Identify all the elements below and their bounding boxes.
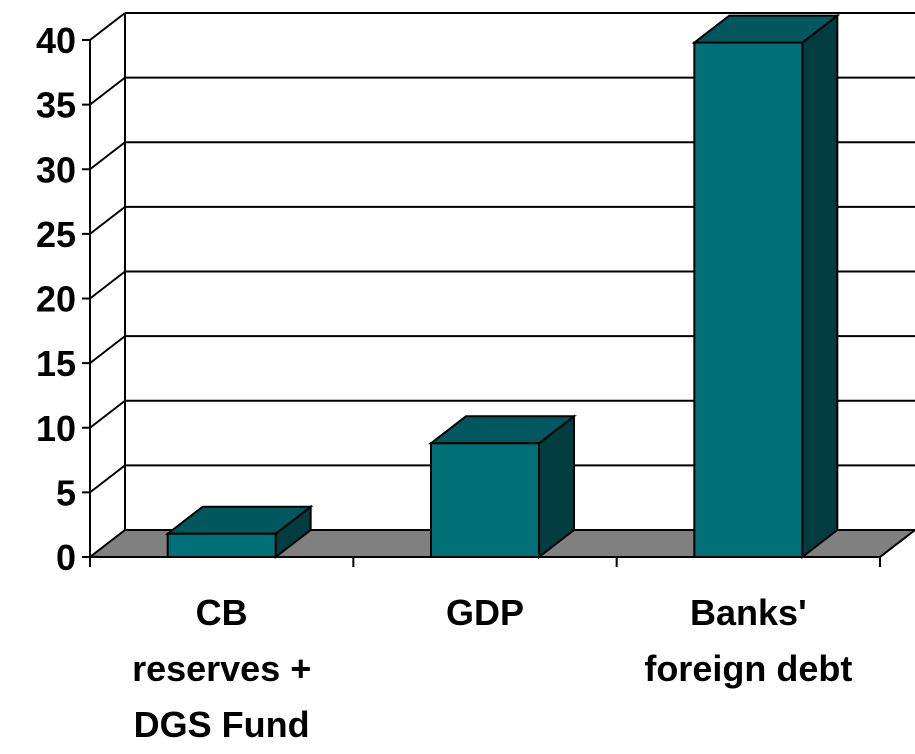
x-category-label-line: GDP [446, 592, 524, 633]
bar-side [801, 13, 839, 560]
x-category-label-line: Banks' [690, 592, 807, 633]
x-category-label-line: CB [196, 592, 248, 633]
gridline-side [89, 464, 126, 494]
gridline-side [89, 76, 126, 106]
gridline-side [89, 141, 126, 171]
bar-front [693, 41, 804, 558]
x-category-label-line: foreign debt [644, 648, 852, 689]
gridline-side [89, 12, 126, 41]
y-tick-label: 0 [56, 537, 76, 578]
bar [428, 414, 577, 560]
x-category-label: GDP [446, 592, 524, 633]
bar-front [166, 532, 277, 558]
gridline-side [89, 270, 126, 300]
y-tick-label: 10 [36, 408, 76, 449]
bar [164, 504, 314, 560]
y-tick-label: 35 [36, 85, 76, 126]
x-category-label-line: DGS Fund [134, 704, 310, 745]
x-category-label-line: reserves + [132, 648, 311, 689]
y-tick-label: 5 [56, 472, 76, 513]
y-tick-labels: 0 5 10 15 20 25 30 35 40 [36, 20, 76, 578]
bars [164, 13, 841, 560]
y-tick-label: 30 [36, 149, 76, 190]
x-category-labels: CB reserves + DGS Fund GDP Banks' foreign deb… [132, 592, 852, 745]
gridline-side [89, 399, 126, 429]
gridline-side [89, 206, 126, 235]
y-tick-label: 25 [36, 214, 76, 255]
gridline-side [89, 335, 126, 364]
x-category-label: Banks' foreign debt [644, 592, 852, 689]
y-tick-label: 20 [36, 279, 76, 320]
y-tick-label: 40 [36, 20, 76, 61]
bar-front [430, 442, 540, 559]
x-category-label: CB reserves + DGS Fund [132, 592, 311, 745]
y-tick-label: 15 [36, 343, 76, 384]
bar [691, 13, 841, 560]
